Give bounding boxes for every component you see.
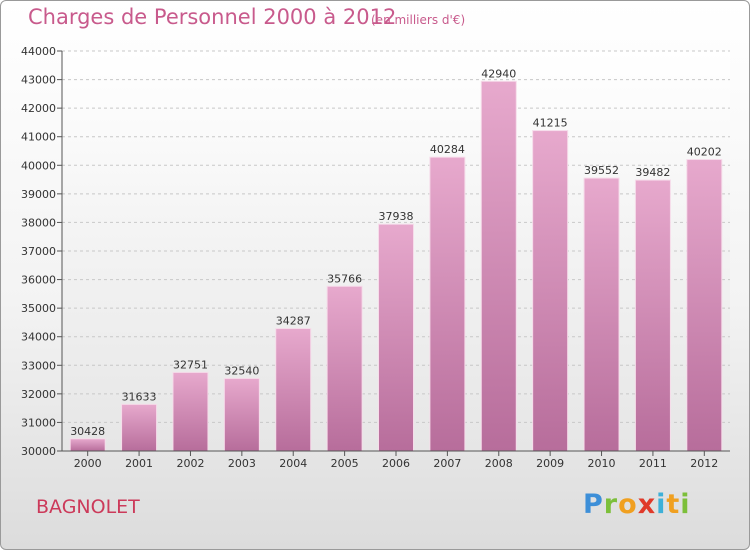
bar-2008 <box>480 80 517 452</box>
chart-title: Charges de Personnel 2000 à 2012 <box>28 5 397 29</box>
y-tick-label: 43000 <box>21 74 56 87</box>
value-label-2002: 32751 <box>173 358 208 371</box>
city-name: BAGNOLET <box>36 496 140 518</box>
value-label-2007: 40284 <box>430 143 465 156</box>
y-tick-label: 41000 <box>21 131 56 144</box>
bar-2009 <box>532 130 569 452</box>
x-tick-label-2003: 2003 <box>228 457 256 470</box>
value-label-2005: 35766 <box>327 272 362 285</box>
value-label-2006: 37938 <box>379 210 414 223</box>
x-tick-label-2001: 2001 <box>125 457 153 470</box>
x-tick-label-2012: 2012 <box>690 457 718 470</box>
y-tick-label: 30000 <box>21 445 56 458</box>
y-tick-label: 35000 <box>21 302 56 315</box>
bar-2000 <box>69 438 106 452</box>
value-label-2010: 39552 <box>584 164 619 177</box>
bars-group: 30428 31633 32751 32540 34287 35766 37938 40284… <box>69 67 723 452</box>
x-tick-label-2000: 2000 <box>74 457 102 470</box>
bar-2004 <box>275 328 312 452</box>
y-tick-label: 34000 <box>21 331 56 344</box>
x-tick-label-2005: 2005 <box>331 457 359 470</box>
y-tick-label: 33000 <box>21 359 56 372</box>
y-tick-label: 40000 <box>21 159 56 172</box>
x-tick-label-2011: 2011 <box>639 457 667 470</box>
value-label-2009: 41215 <box>533 117 568 130</box>
value-label-2012: 40202 <box>687 146 722 159</box>
bar-2005 <box>326 285 363 452</box>
y-tick-label: 32000 <box>21 388 56 401</box>
y-tick-label: 37000 <box>21 245 56 258</box>
y-tick-label: 39000 <box>21 188 56 201</box>
x-tick-label-2002: 2002 <box>176 457 204 470</box>
chart-subtitle: (en milliers d'€) <box>371 13 466 27</box>
y-tick-label: 31000 <box>21 416 56 429</box>
y-tick-label: 38000 <box>21 216 56 229</box>
bar-2011 <box>634 179 671 452</box>
bar-2001 <box>121 403 158 452</box>
value-label-2000: 30428 <box>70 425 105 438</box>
x-tick-label-2004: 2004 <box>279 457 307 470</box>
y-tick-label: 44000 <box>21 45 56 58</box>
value-label-2011: 39482 <box>635 166 670 179</box>
y-tick-label: 42000 <box>21 102 56 115</box>
bar-2010 <box>583 177 620 452</box>
y-axis: 30000 31000 32000 33000 34000 35000 36000 37000… <box>21 45 63 458</box>
x-axis: 2000 2001 2002 2003 2004 2005 2006 2007 2008 2009… <box>62 450 730 470</box>
bar-2007 <box>429 156 466 452</box>
bar-2006 <box>378 223 414 452</box>
value-label-2003: 32540 <box>224 364 259 377</box>
x-tick-label-2007: 2007 <box>433 457 461 470</box>
value-label-2001: 31633 <box>122 390 157 403</box>
bar-2012 <box>686 159 723 452</box>
value-label-2004: 34287 <box>276 315 311 328</box>
y-tick-label: 36000 <box>21 274 56 287</box>
bar-2002 <box>172 371 209 452</box>
proxiti-logo: Proxiti <box>583 489 691 520</box>
x-tick-label-2006: 2006 <box>382 457 410 470</box>
value-label-2008: 42940 <box>481 67 516 80</box>
x-tick-label-2008: 2008 <box>485 457 513 470</box>
x-tick-label-2009: 2009 <box>536 457 564 470</box>
x-tick-label-2010: 2010 <box>588 457 616 470</box>
bar-2003 <box>223 377 260 452</box>
